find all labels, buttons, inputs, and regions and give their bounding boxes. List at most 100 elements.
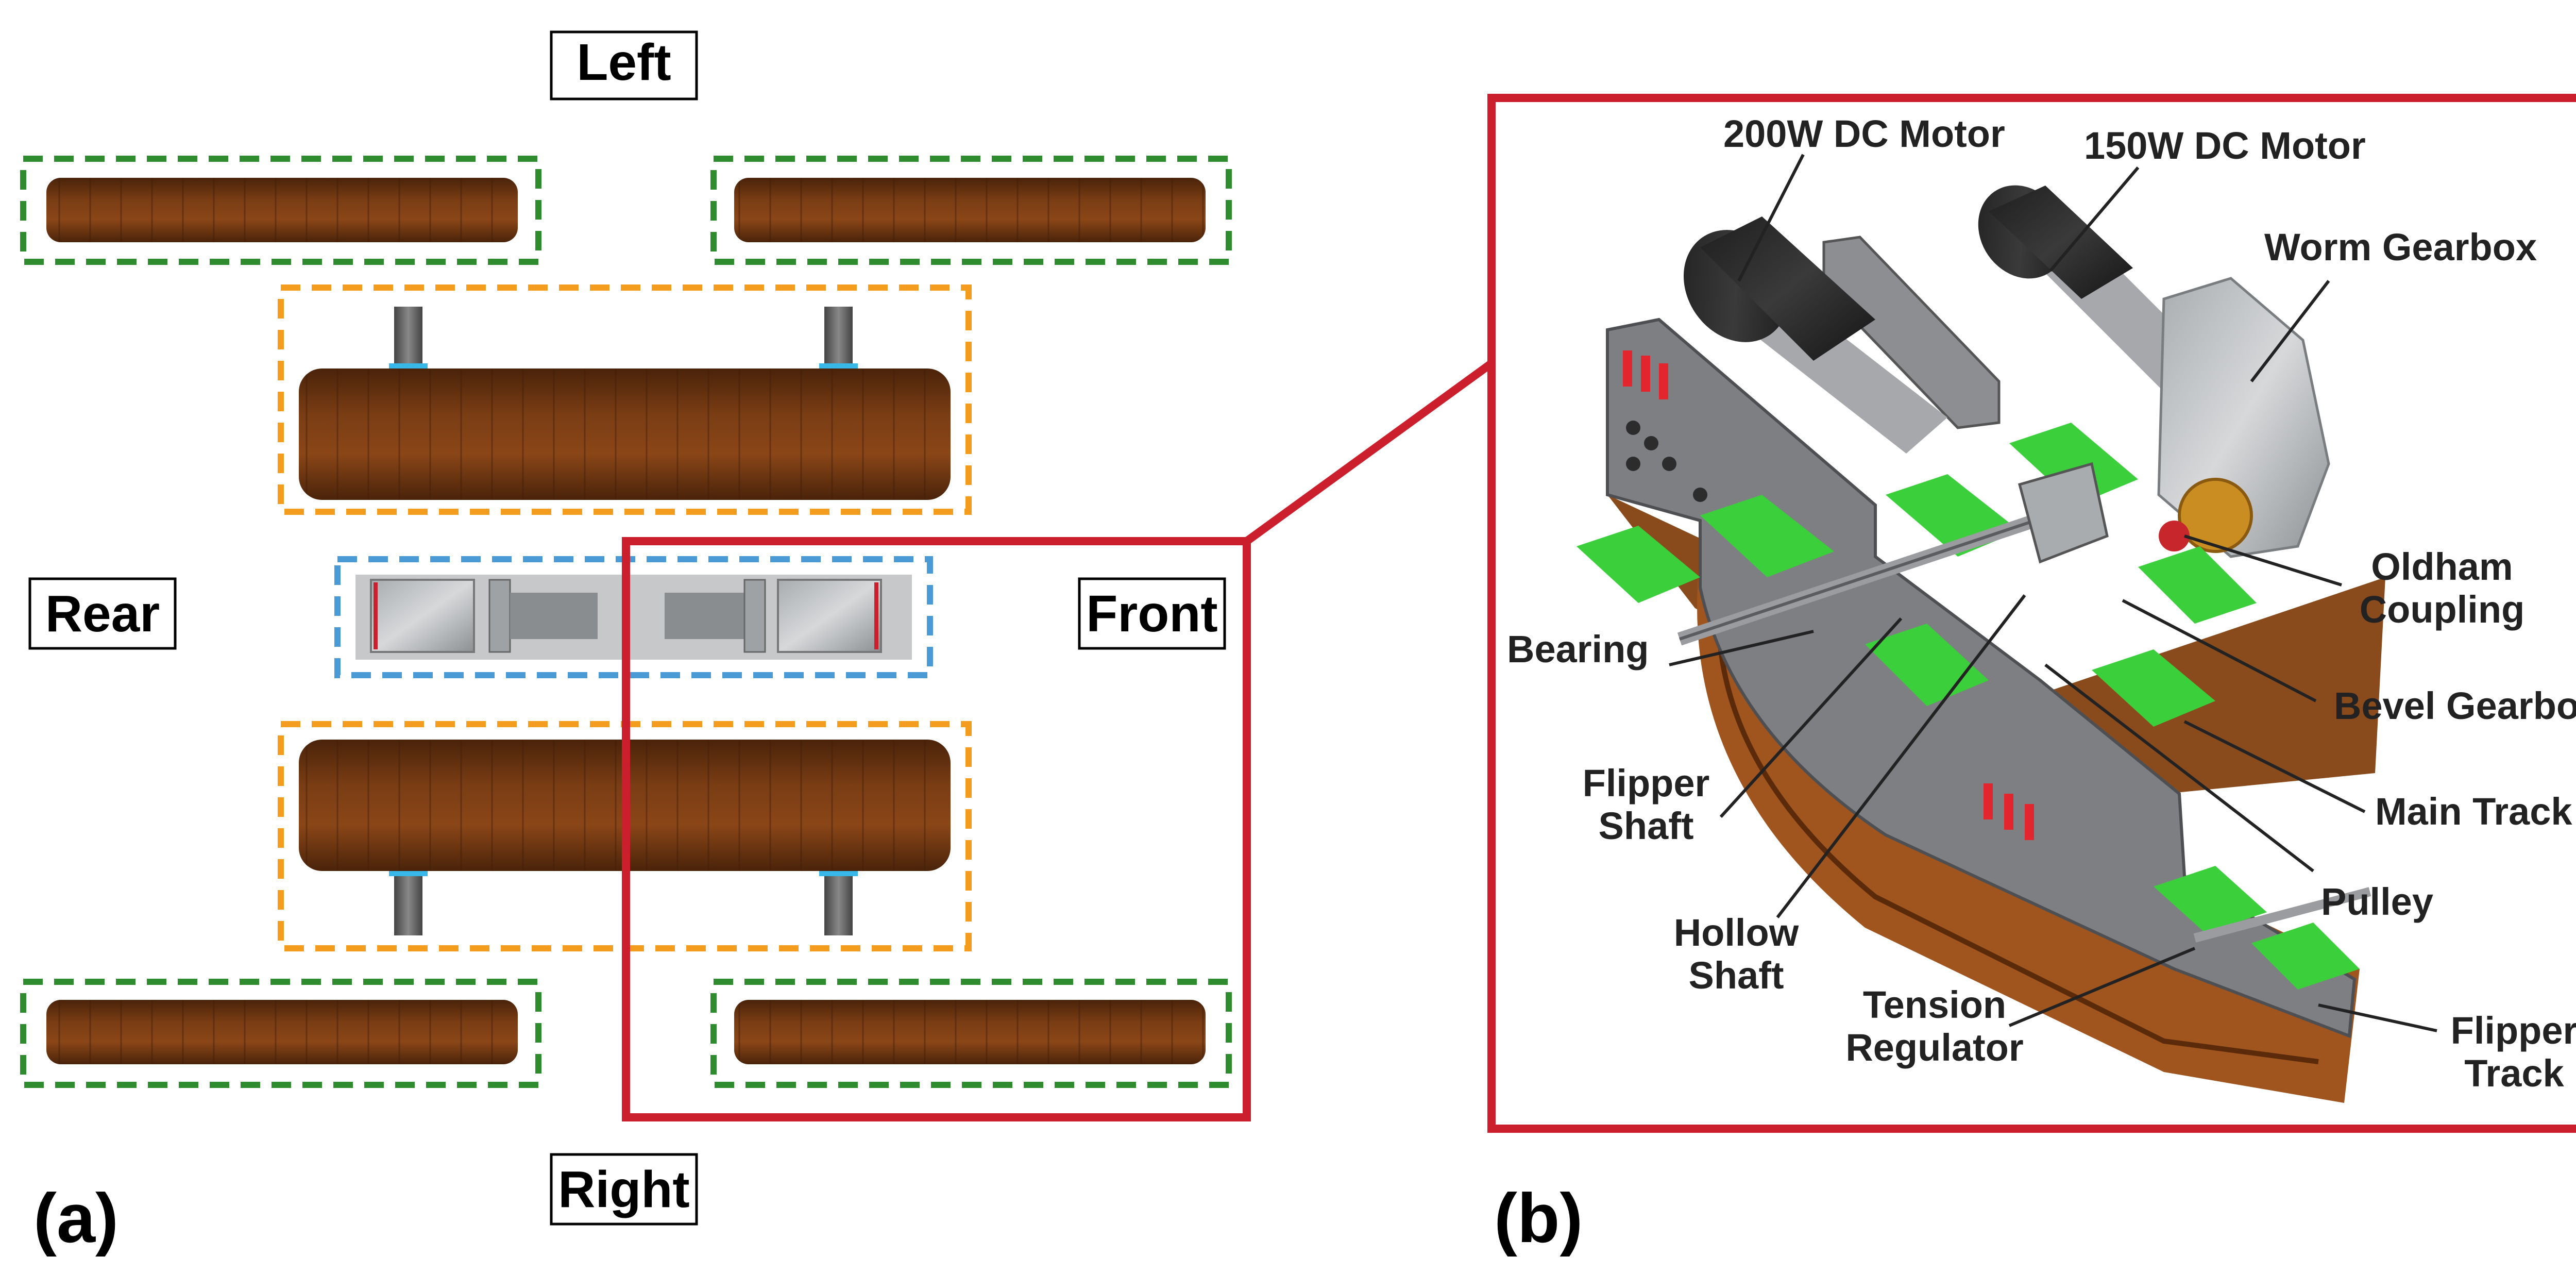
callout-hollow-shaft-line2: Shaft [1689, 954, 1784, 997]
track-ridges [734, 1000, 1206, 1064]
panel-a-tag: (a) [33, 1179, 118, 1257]
leader-lines [1669, 154, 2437, 1032]
frame-hole [1644, 436, 1658, 450]
leader-maintrack [2183, 720, 2366, 813]
label-front: Front [1078, 577, 1226, 650]
frame-hole [1626, 457, 1640, 471]
left-rear-flipper-track [20, 156, 541, 265]
red-slot [2004, 794, 2013, 830]
callout-tension-line1: Tension [1863, 983, 2006, 1026]
shafts [1677, 462, 2371, 943]
red-slot [2025, 804, 2034, 840]
zoom-region-box [622, 537, 1251, 1121]
leader-worm [2250, 280, 2330, 382]
shaft-highlight [1679, 519, 2036, 641]
motor-150w-can [1989, 186, 2133, 299]
callout-150w-motor: 150W DC Motor [2084, 124, 2366, 167]
callout-worm-gearbox: Worm Gearbox [2264, 226, 2537, 269]
callout-hollow-shaft-line1: Hollow [1674, 911, 1799, 954]
leader-pulley [2044, 663, 2314, 873]
frame-hole [1662, 457, 1676, 471]
center-chassis [334, 556, 933, 678]
callout-200w-motor: 200W DC Motor [1723, 112, 2005, 155]
label-right: Right [550, 1153, 698, 1226]
right-front-flipper-track [710, 979, 1232, 1088]
green-components [1577, 423, 2360, 990]
green-block [1865, 624, 1989, 706]
red-detail [874, 582, 878, 649]
callout-flipper-track-line1: Flipper [2451, 1009, 2576, 1052]
green-block [1700, 495, 1834, 577]
green-block [2251, 923, 2360, 990]
callout-bearing: Bearing [1507, 628, 1649, 671]
red-slot [1623, 350, 1632, 387]
callout-pulley: Pulley [2321, 880, 2433, 923]
bearing-ring [819, 871, 858, 876]
track-ridges [46, 178, 518, 242]
callout-flipper-track-line2: Track [2464, 1052, 2564, 1095]
callout-flipper-shaft-line1: Flipper [1583, 762, 1710, 805]
green-dashed-box [20, 979, 541, 1088]
leader-bearing [1669, 630, 1814, 666]
label-left-text: Left [577, 34, 671, 91]
red-slot [1659, 363, 1668, 399]
green-dashed-box [710, 156, 1232, 265]
green-dashed-box [20, 156, 541, 265]
bevel-gear [2018, 462, 2109, 564]
callouts: 200W DC Motor 150W DC Motor Worm Gearbox… [1507, 112, 2576, 1095]
left-main-track [278, 284, 972, 515]
leader-motor150 [2049, 166, 2140, 272]
bearing-ring [819, 363, 858, 368]
callout-main-track: Main Track [2375, 790, 2572, 833]
drive-shaft-left [510, 593, 598, 639]
worm-wheel [2178, 478, 2253, 553]
leader-hollow [1776, 594, 2026, 918]
track-ridges [734, 178, 1206, 242]
callout-oldham-line2: Coupling [2360, 588, 2525, 631]
frame-hole [1693, 488, 1707, 502]
leader-tension [2008, 947, 2196, 1027]
gearbox-left [370, 579, 475, 653]
worm-gearbox [2157, 277, 2330, 558]
left-front-flipper-track [710, 156, 1232, 265]
oldham-coupling-disc [2159, 521, 2190, 551]
leader-bevel [2122, 599, 2317, 702]
zoom-connector-line [1244, 360, 1494, 545]
callout-flipper-shaft-line2: Shaft [1599, 805, 1694, 847]
green-block [2009, 423, 2138, 505]
flipper-shaft [394, 307, 422, 368]
gearbox-right [777, 579, 882, 653]
label-left: Left [550, 30, 698, 100]
flipper-shaft [394, 871, 422, 935]
flipper-shaft [824, 871, 853, 935]
panel-b: 200W DC Motor 150W DC Motor Worm Gearbox… [1487, 94, 2576, 1257]
red-slot [1984, 783, 1993, 819]
label-right-text: Right [558, 1161, 689, 1218]
label-rear-text: Rear [45, 585, 160, 643]
label-rear: Rear [28, 577, 177, 650]
track-ridges [299, 368, 951, 500]
track-ridges [46, 1000, 518, 1064]
label-front-text: Front [1086, 585, 1217, 643]
main-track-body [1607, 495, 2385, 804]
callout-bevel-gearbox: Bevel Gearbox [2334, 684, 2576, 727]
panel-a: Left Rear Front Right (a) [20, 30, 1494, 1257]
flipper-shaft [824, 307, 853, 368]
motor-200w-can [1700, 216, 1875, 361]
bearing-ring [389, 871, 428, 876]
orange-dashed-box [278, 284, 972, 515]
leader-oldham [2184, 534, 2342, 587]
red-detail [374, 582, 378, 649]
green-dashed-box [710, 979, 1232, 1088]
drive-shaft-right [665, 593, 752, 639]
flipper-shaft-illustration [2193, 887, 2371, 943]
frame-hole [1626, 421, 1640, 435]
red-slot [1641, 356, 1650, 392]
leader-motor200 [1737, 154, 1805, 282]
bearing-ring [389, 363, 428, 368]
leader-fliptrack [2318, 1003, 2437, 1032]
leader-flipshaft [1719, 617, 1903, 818]
callout-tension-line2: Regulator [1845, 1026, 2023, 1069]
right-rear-flipper-track [20, 979, 541, 1088]
